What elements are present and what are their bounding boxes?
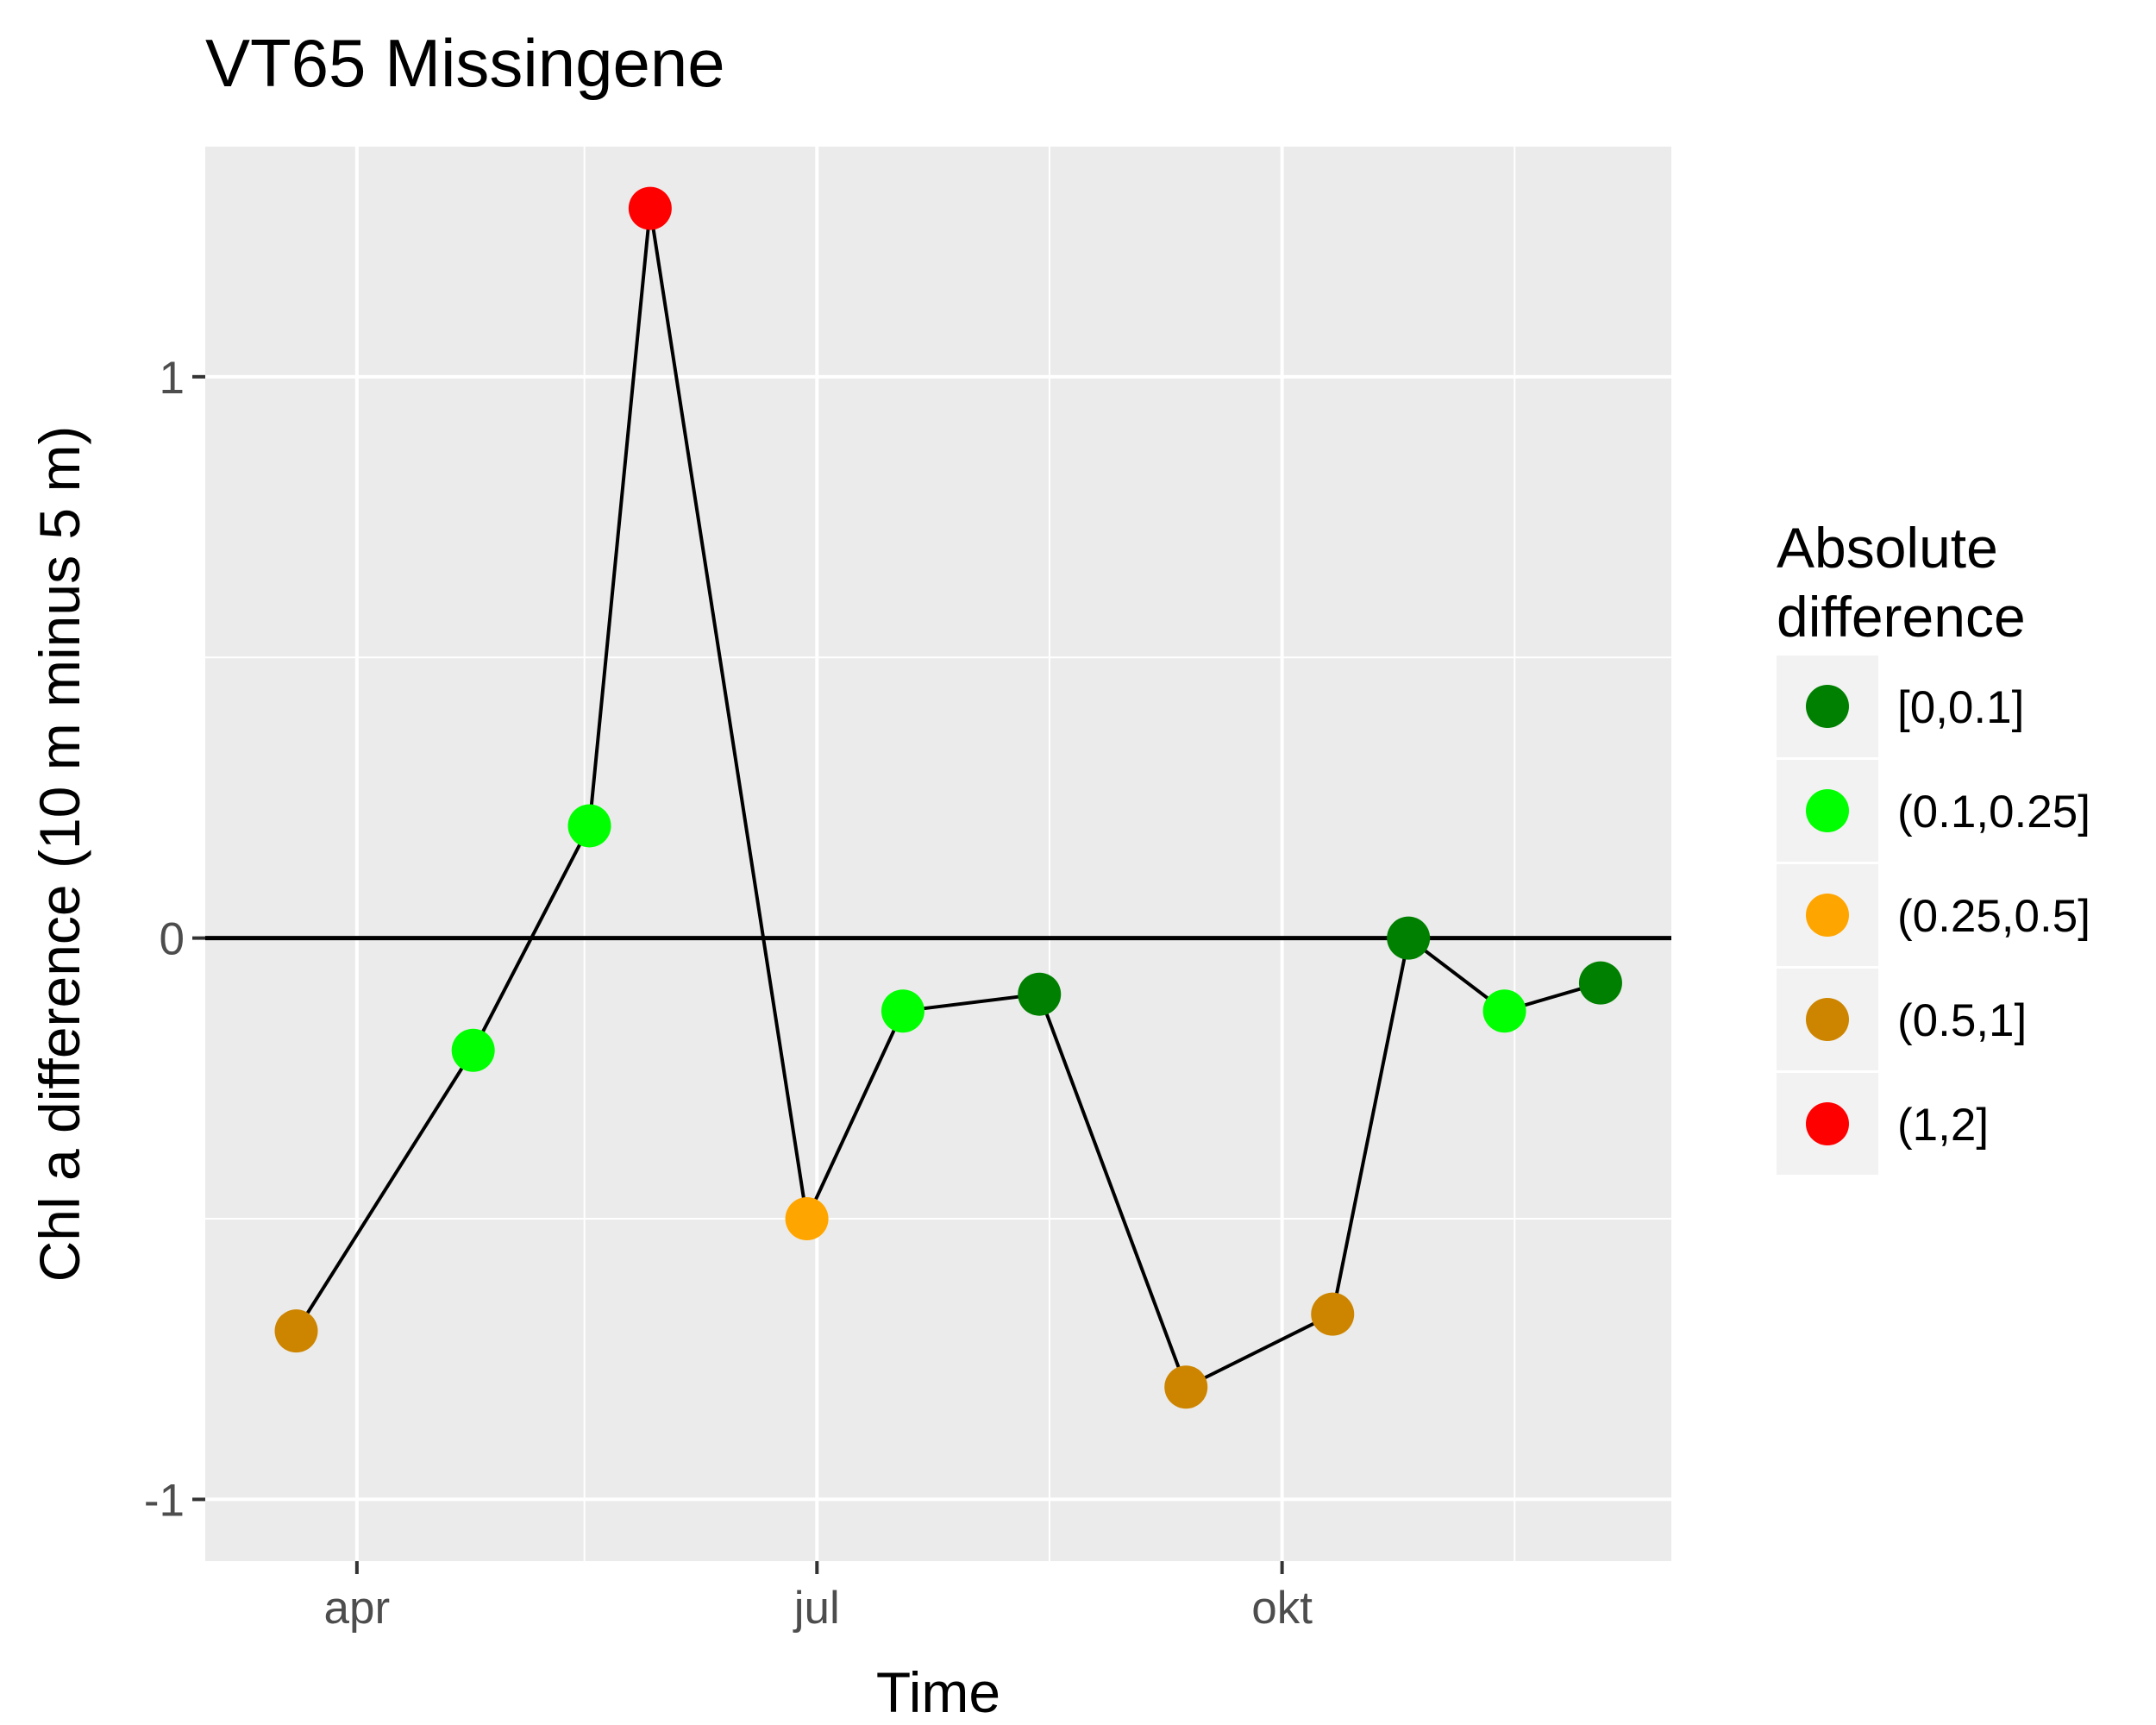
legend-title-line-2: difference — [1777, 585, 2026, 649]
legend-swatch — [1806, 894, 1849, 937]
x-tick-label: jul — [793, 1583, 840, 1634]
legend-label: [0,0.1] — [1897, 682, 2024, 733]
legend-label: (0.5,1] — [1897, 995, 2027, 1046]
chart-title: VT65 Missingene — [205, 25, 725, 101]
y-axis: -1 0 1 — [144, 353, 205, 1526]
data-point — [1311, 1292, 1355, 1336]
data-point — [881, 989, 924, 1033]
legend-swatch — [1806, 998, 1849, 1041]
y-tick-label: 0 — [160, 914, 185, 965]
legend-item: (0.25,0.5] — [1777, 864, 2090, 966]
y-tick-label: -1 — [144, 1475, 185, 1526]
legend-item: [0,0.1] — [1777, 656, 2024, 757]
x-axis: apr jul okt — [324, 1561, 1313, 1634]
data-point — [1164, 1365, 1208, 1409]
y-tick-label: 1 — [160, 353, 185, 404]
minor-gridlines — [205, 147, 1671, 1561]
data-point — [1578, 961, 1622, 1005]
legend-item: (1,2] — [1777, 1073, 1989, 1175]
legend-swatch — [1806, 685, 1849, 728]
data-point — [1018, 972, 1062, 1016]
legend-label: (0.25,0.5] — [1897, 891, 2090, 942]
legend-label: (0.1,0.25] — [1897, 787, 2090, 837]
x-tick-label: okt — [1251, 1583, 1313, 1634]
data-point — [1482, 989, 1526, 1033]
data-point — [628, 186, 672, 230]
data-point — [1387, 916, 1431, 960]
data-points — [274, 186, 1622, 1409]
legend: Absolute difference [0,0.1] (0.1,0.25] (0.… — [1777, 516, 2090, 1175]
data-point — [785, 1197, 829, 1241]
x-axis-title: Time — [876, 1660, 1000, 1724]
plot-panel — [205, 147, 1671, 1561]
legend-item: (0.5,1] — [1777, 969, 2027, 1070]
y-axis-title: Chl a difference (10 m minus 5 m) — [28, 426, 91, 1283]
data-point — [567, 804, 611, 848]
data-point — [274, 1309, 318, 1353]
legend-swatch — [1806, 1102, 1849, 1145]
legend-title: Absolute difference — [1777, 516, 2026, 649]
legend-label: (1,2] — [1897, 1100, 1989, 1151]
legend-items: [0,0.1] (0.1,0.25] (0.25,0.5] (0.5,1] (1,2] — [1777, 656, 2090, 1175]
legend-item: (0.1,0.25] — [1777, 760, 2090, 862]
legend-swatch — [1806, 789, 1849, 832]
data-point — [451, 1028, 495, 1072]
x-tick-label: apr — [324, 1583, 391, 1634]
legend-title-line-1: Absolute — [1777, 516, 1998, 580]
